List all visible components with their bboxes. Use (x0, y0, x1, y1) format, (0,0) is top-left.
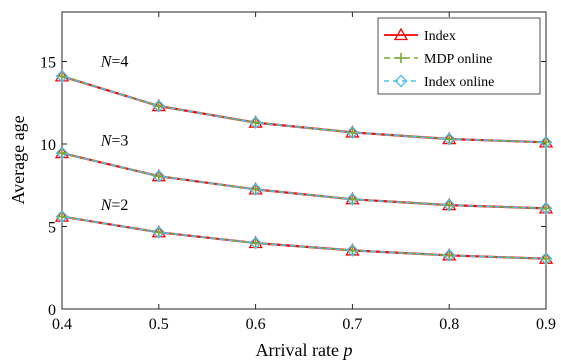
data-point-index-online (345, 244, 359, 257)
data-point-index-online (249, 236, 263, 250)
x-tick-label: 0.5 (149, 316, 169, 333)
data-point-index-online (55, 69, 69, 83)
data-point-index-online (539, 201, 553, 215)
data-point-mdp-online (153, 171, 164, 182)
series-line-index-online (61, 215, 547, 260)
data-point-index-online (345, 126, 359, 139)
group-label-eq: =3 (111, 133, 128, 150)
data-point-mdp-online (444, 200, 455, 211)
x-axis-title-text: Arrival rate (256, 340, 339, 360)
legend-marker-triangle (393, 27, 409, 41)
x-axis-title-symbol: p (341, 340, 352, 360)
series-lines (61, 75, 547, 260)
x-axis-title: Arrival rate p (256, 340, 353, 360)
data-point-mdp-online (57, 211, 67, 222)
data-point-mdp-online (541, 253, 551, 264)
data-point-index-online (345, 192, 359, 206)
data-point-mdp-online (57, 148, 67, 159)
x-tick-label: 0.4 (52, 316, 72, 333)
group-label-eq: =4 (111, 53, 128, 70)
y-tick-label: 15 (40, 55, 56, 72)
x-tick-label: 0.7 (342, 316, 362, 333)
data-point-mdp-online (347, 245, 358, 256)
data-point-index-online (55, 146, 69, 160)
data-point-mdp-online (541, 203, 551, 214)
data-point-index-online (55, 210, 69, 224)
group-label: N=4 (100, 53, 129, 70)
series-line-mdp-online (61, 152, 547, 210)
data-point-index-online (442, 198, 456, 212)
series-markers (54, 69, 554, 266)
data-point-index-online (249, 182, 263, 196)
data-point-index-online (152, 99, 166, 113)
data-point-mdp-online (347, 127, 358, 138)
legend-label: Index (424, 29, 456, 44)
y-tick-label: 10 (40, 137, 56, 154)
data-point-mdp-online (57, 71, 67, 82)
group-label: N=2 (100, 197, 129, 214)
legend: Index MDP online Index online (377, 17, 541, 95)
data-point-index-online (152, 225, 166, 239)
x-tick-label: 0.9 (536, 316, 556, 333)
y-axis-title: Average age (8, 115, 28, 204)
y-tick-label: 5 (48, 220, 56, 237)
data-point-index-online (442, 132, 456, 146)
data-point-mdp-online (250, 117, 261, 128)
x-tick-label: 0.8 (439, 316, 459, 333)
series-line-mdp-online (61, 75, 547, 144)
series-line-index-online (61, 75, 547, 144)
group-label-var: N (100, 53, 113, 70)
legend-label: Index online (424, 75, 494, 90)
group-label: N=3 (100, 133, 129, 150)
data-point-mdp-online (153, 101, 164, 112)
data-point-index-online (539, 252, 553, 266)
data-point-index-online (539, 135, 553, 149)
data-point-mdp-online (153, 227, 164, 238)
data-point-mdp-online (444, 134, 455, 145)
group-annotations: N=4N=3N=2 (100, 53, 129, 214)
data-point-index-online (442, 248, 456, 262)
data-point-index-online (249, 116, 263, 129)
data-point-mdp-online (444, 250, 455, 261)
legend-marker-plus (396, 53, 406, 63)
y-tick-label: 0 (48, 302, 56, 319)
data-point-mdp-online (347, 194, 358, 205)
legend-label: MDP online (424, 52, 492, 67)
data-point-mdp-online (250, 238, 261, 248)
axis-ticks: 0.4 0.5 0.6 0.7 0.8 0.9 0 5 10 15 (40, 12, 556, 333)
data-point-mdp-online (250, 184, 261, 195)
group-label-eq: =2 (111, 197, 128, 214)
data-point-index-online (152, 169, 166, 183)
group-label-var: N (100, 197, 113, 214)
x-tick-label: 0.6 (246, 316, 266, 333)
group-label-var: N (100, 133, 113, 150)
data-point-mdp-online (541, 137, 551, 148)
legend-marker-diamond (394, 74, 408, 88)
